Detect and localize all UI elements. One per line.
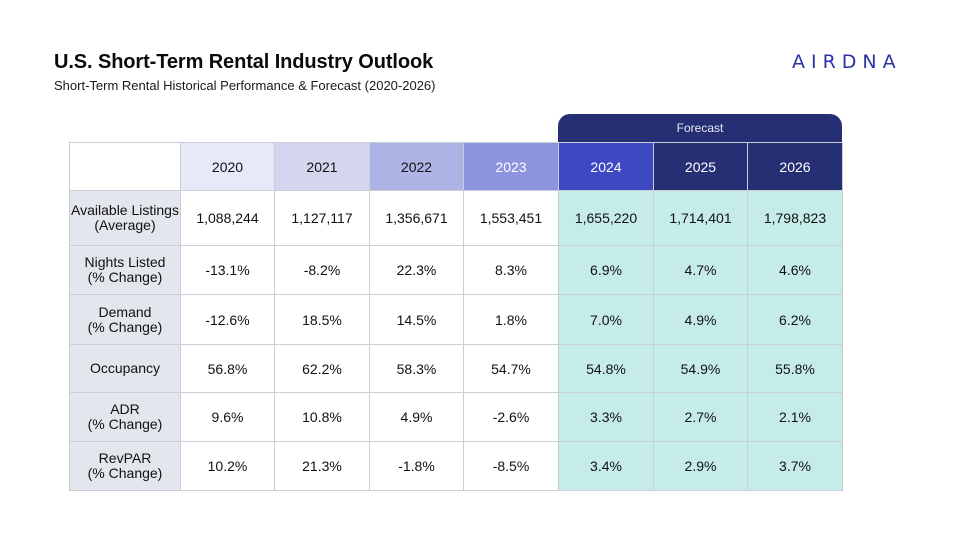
table-cell: 22.3% xyxy=(369,245,464,295)
year-header-row: 2020 2021 2022 2023 2024 2025 2026 xyxy=(69,142,843,191)
table-row: Occupancy 56.8% 62.2% 58.3% 54.7% 54.8% 54.9% 5… xyxy=(69,344,843,393)
year-header-2023: 2023 xyxy=(463,142,559,191)
table-cell: 21.3% xyxy=(274,441,370,491)
table-row: Available Listings (Average) 1,088,244 1,12… xyxy=(69,190,843,246)
page-subtitle: Short-Term Rental Historical Performance… xyxy=(54,78,436,93)
year-header-2024: 2024 xyxy=(558,142,654,191)
table-cell: -13.1% xyxy=(180,245,275,295)
table-cell: 6.9% xyxy=(558,245,654,295)
table-cell: 9.6% xyxy=(180,392,275,442)
table-cell: 3.7% xyxy=(747,441,843,491)
table-cell: 2.1% xyxy=(747,392,843,442)
table-cell: 1,798,823 xyxy=(747,190,843,246)
table-cell: 1,356,671 xyxy=(369,190,464,246)
table-cell: 1.8% xyxy=(463,294,559,345)
year-header-2026: 2026 xyxy=(747,142,843,191)
table-cell: -8.2% xyxy=(274,245,370,295)
airdna-logo: AIRDNA xyxy=(792,51,902,73)
table-cell: 10.8% xyxy=(274,392,370,442)
table-corner xyxy=(69,142,181,191)
table-row: Demand (% Change) -12.6% 18.5% 14.5% 1.8% 7.0%… xyxy=(69,294,843,345)
forecast-label: Forecast xyxy=(558,114,842,143)
year-header-2025: 2025 xyxy=(653,142,748,191)
table-cell: 54.9% xyxy=(653,344,748,393)
table-row: RevPAR (% Change) 10.2% 21.3% -1.8% -8.5% 3.4%… xyxy=(69,441,843,491)
table-cell: -1.8% xyxy=(369,441,464,491)
table-cell: 14.5% xyxy=(369,294,464,345)
table-cell: 56.8% xyxy=(180,344,275,393)
row-label: ADR (% Change) xyxy=(69,392,181,442)
year-header-2021: 2021 xyxy=(274,142,370,191)
row-label-line2: (Average) xyxy=(94,217,156,233)
row-label: RevPAR (% Change) xyxy=(69,441,181,491)
table-cell: 55.8% xyxy=(747,344,843,393)
table-cell: 1,127,117 xyxy=(274,190,370,246)
table-cell: 4.9% xyxy=(653,294,748,345)
row-label: Available Listings (Average) xyxy=(69,190,181,246)
table-cell: 6.2% xyxy=(747,294,843,345)
page-title: U.S. Short-Term Rental Industry Outlook xyxy=(54,51,434,73)
row-label: Nights Listed (% Change) xyxy=(69,245,181,295)
table-cell: 62.2% xyxy=(274,344,370,393)
table-cell: 2.9% xyxy=(653,441,748,491)
row-label-line1: Available Listings xyxy=(71,202,179,218)
year-header-2022: 2022 xyxy=(369,142,464,191)
table-cell: 3.3% xyxy=(558,392,654,442)
table-cell: 1,655,220 xyxy=(558,190,654,246)
row-label: Demand (% Change) xyxy=(69,294,181,345)
table-row: ADR (% Change) 9.6% 10.8% 4.9% -2.6% 3.3% 2.7% 2… xyxy=(69,392,843,442)
table-cell: 3.4% xyxy=(558,441,654,491)
table-cell: 4.9% xyxy=(369,392,464,442)
table-cell: 1,553,451 xyxy=(463,190,559,246)
table-cell: 2.7% xyxy=(653,392,748,442)
table-cell: 54.7% xyxy=(463,344,559,393)
table-cell: -12.6% xyxy=(180,294,275,345)
table-cell: 1,714,401 xyxy=(653,190,748,246)
year-header-2020: 2020 xyxy=(180,142,275,191)
table-cell: 4.7% xyxy=(653,245,748,295)
table-cell: -8.5% xyxy=(463,441,559,491)
row-label-line1: RevPAR xyxy=(98,450,152,466)
row-label-line1: Occupancy xyxy=(89,360,161,376)
row-label-line1: Nights Listed xyxy=(84,254,166,270)
table-cell: 8.3% xyxy=(463,245,559,295)
row-label-line2: (% Change) xyxy=(87,465,163,481)
table-row: Nights Listed (% Change) -13.1% -8.2% 22.3% 8… xyxy=(69,245,843,295)
table-cell: 54.8% xyxy=(558,344,654,393)
outlook-table: 2020 2021 2022 2023 2024 2025 2026 Avail… xyxy=(69,142,843,491)
table-cell: 1,088,244 xyxy=(180,190,275,246)
row-label-line1: ADR xyxy=(110,401,140,417)
row-label-line2: (% Change) xyxy=(87,318,163,335)
table-cell: 4.6% xyxy=(747,245,843,295)
table-cell: 18.5% xyxy=(274,294,370,345)
table-cell: 7.0% xyxy=(558,294,654,345)
table-cell: -2.6% xyxy=(463,392,559,442)
table-cell: 58.3% xyxy=(369,344,464,393)
table-cell: 10.2% xyxy=(180,441,275,491)
row-label-line2: (% Change) xyxy=(87,416,163,432)
row-label-line1: Demand xyxy=(98,303,152,320)
row-label-line2: (% Change) xyxy=(87,269,163,285)
row-label: Occupancy xyxy=(69,344,181,393)
